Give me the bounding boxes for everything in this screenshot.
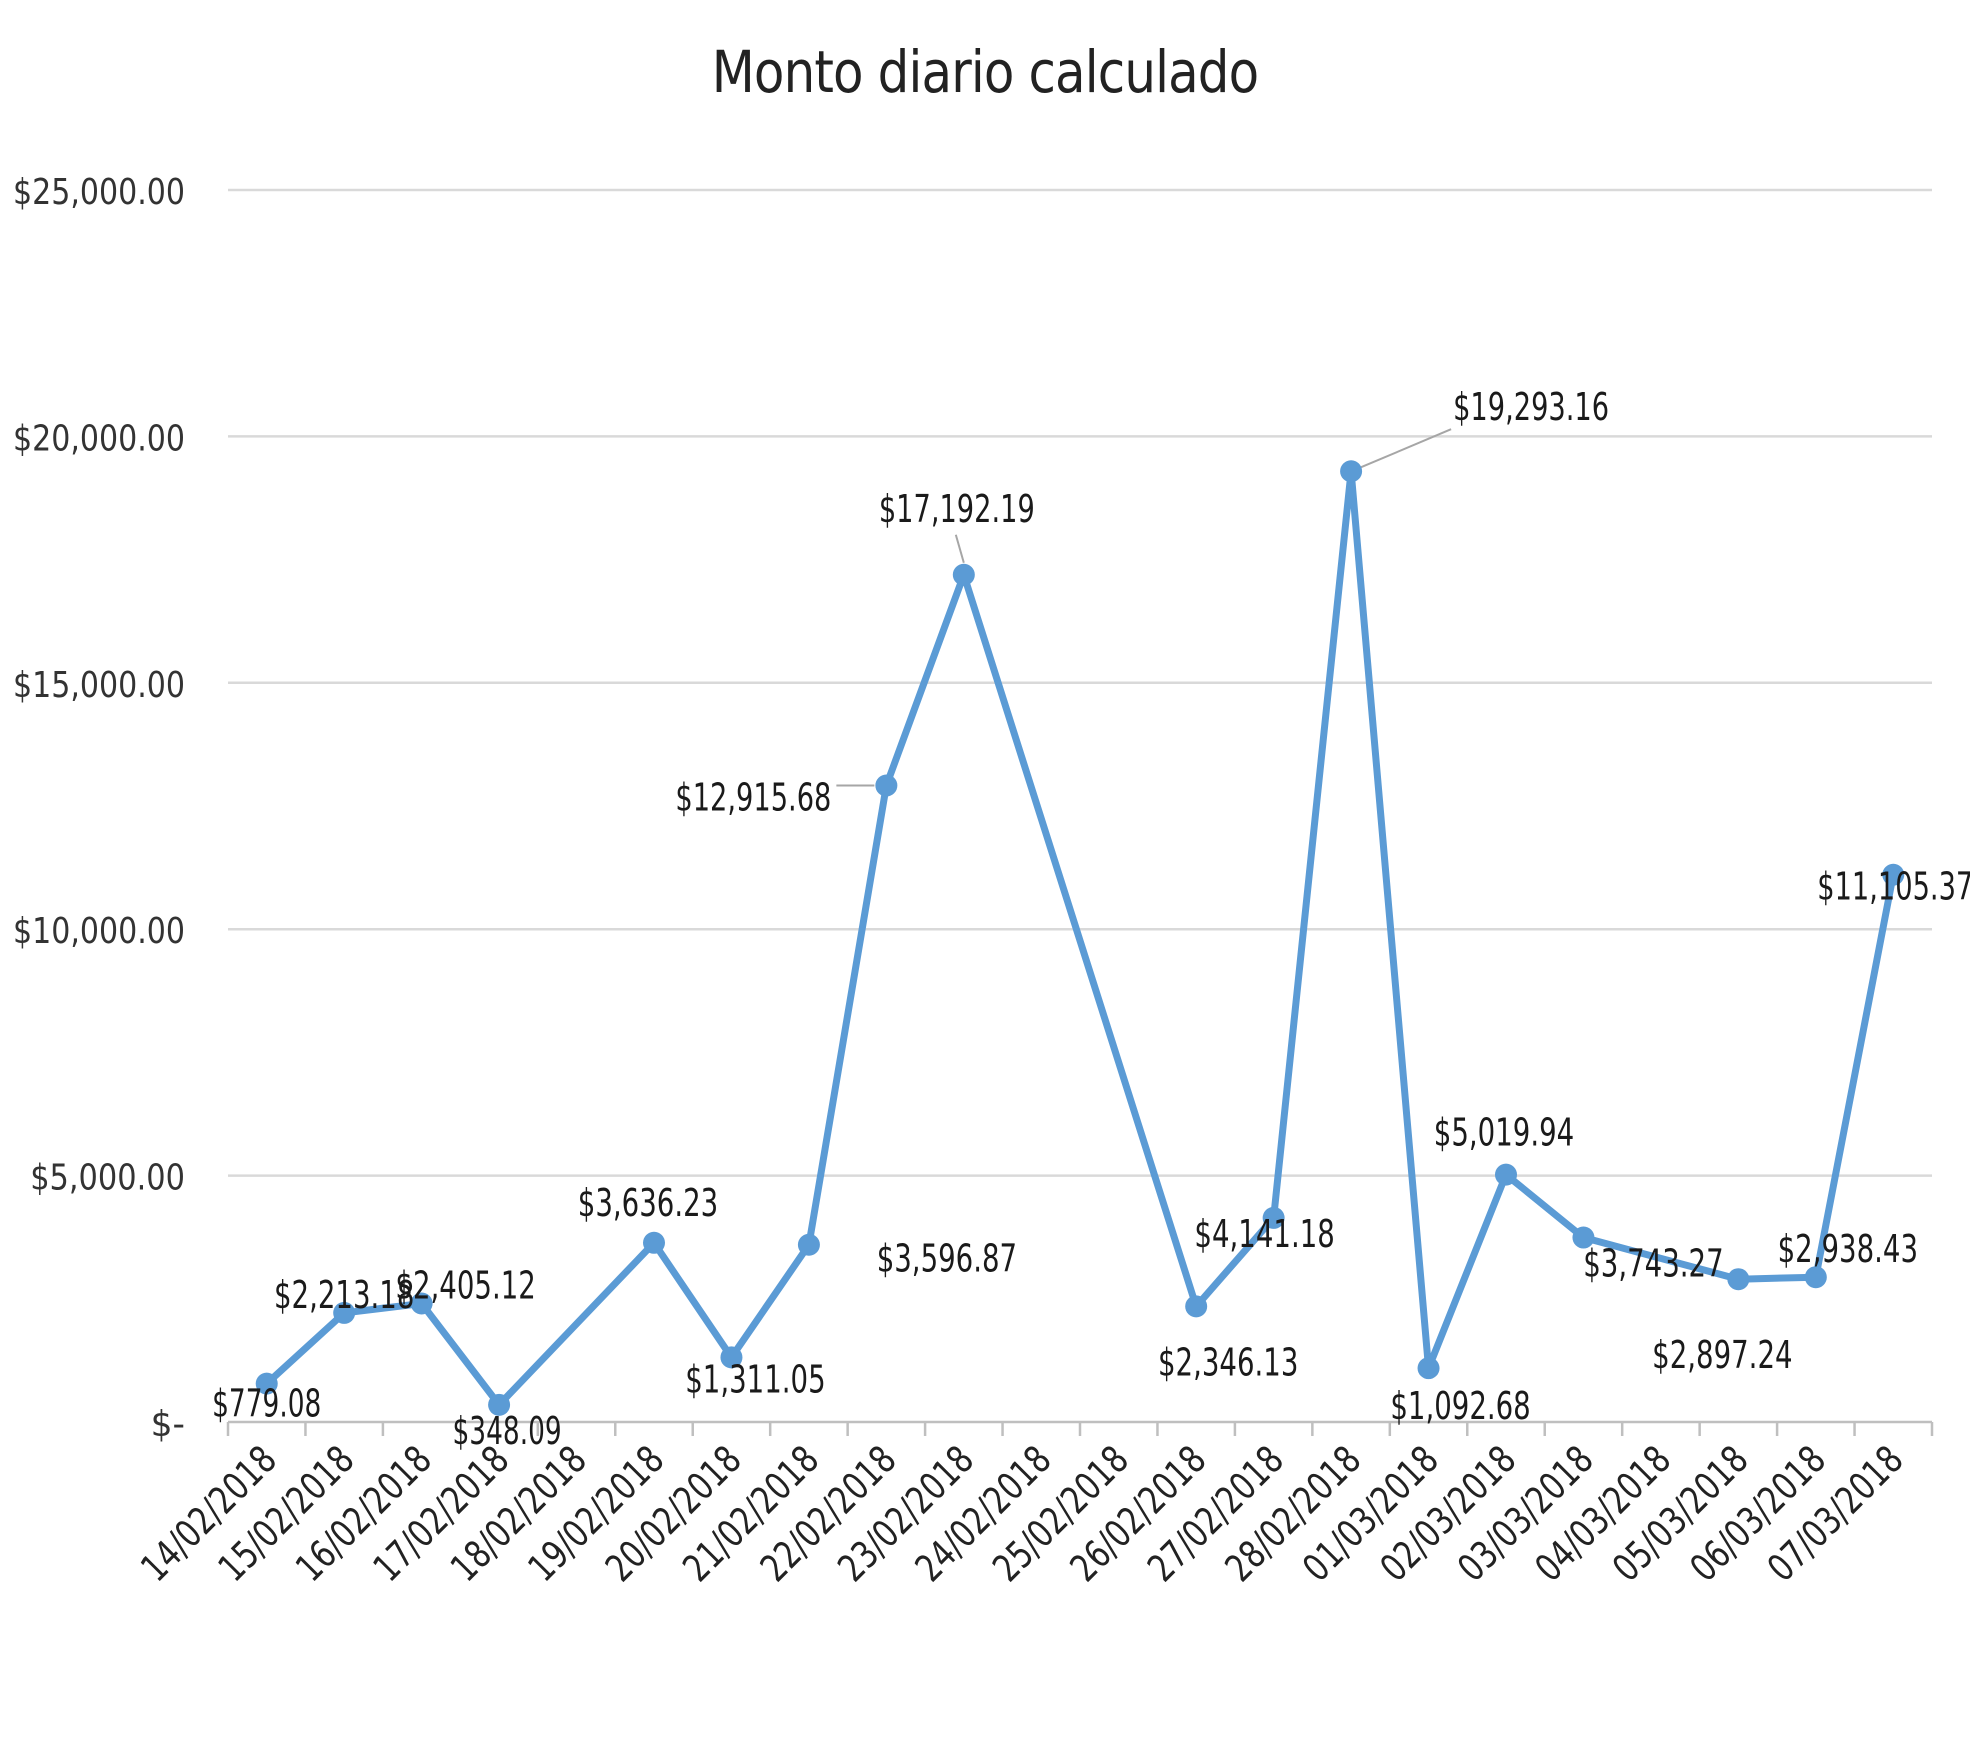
y-tick-label: $5,000.00: [30, 1158, 185, 1199]
data-point: [952, 563, 975, 586]
data-point: [1417, 1357, 1440, 1380]
data-label: $1,311.05: [685, 1357, 825, 1401]
data-label: $3,636.23: [578, 1181, 718, 1225]
data-point: [1185, 1295, 1208, 1318]
y-tick-label: $10,000.00: [13, 911, 185, 952]
data-point: [1572, 1226, 1595, 1249]
data-label: $5,019.94: [1434, 1111, 1574, 1155]
y-tick-label: $25,000.00: [13, 172, 185, 213]
data-label: $4,141.18: [1194, 1212, 1334, 1256]
data-point: [1340, 460, 1363, 483]
data-point: [255, 1372, 278, 1395]
data-point: [720, 1346, 743, 1369]
chart-title: Monto diario calculado: [711, 38, 1259, 106]
data-label: $779.08: [212, 1382, 321, 1426]
data-label: $11,105.37: [1817, 865, 1970, 909]
data-label: $19,293.16: [1453, 385, 1609, 429]
series-line: [263, 467, 1897, 1409]
data-point: [1262, 1206, 1285, 1229]
data-label: $1,092.68: [1390, 1384, 1530, 1428]
data-label: $3,743.27: [1583, 1242, 1723, 1286]
data-point: [488, 1393, 511, 1416]
data-point: [333, 1301, 356, 1324]
data-point: [1727, 1268, 1750, 1291]
data-point: [875, 774, 898, 797]
data-label: $348.09: [452, 1409, 561, 1453]
data-label: $2,213.18: [274, 1273, 414, 1317]
label-leader-line: [954, 534, 965, 564]
data-point: [797, 1233, 820, 1256]
data-label: $3,596.87: [877, 1237, 1017, 1281]
data-point: [1882, 863, 1905, 886]
data-point: [643, 1231, 665, 1254]
data-label: $2,346.13: [1158, 1340, 1298, 1384]
data-label: $12,915.68: [675, 776, 831, 820]
data-point: [1804, 1266, 1827, 1289]
data-point: [1495, 1163, 1517, 1186]
y-tick-label: $15,000.00: [13, 665, 185, 706]
data-label: $17,192.19: [879, 487, 1035, 531]
label-leader-line: [1360, 428, 1452, 469]
y-tick-label: $20,000.00: [13, 418, 185, 459]
y-tick-label: $-: [151, 1404, 185, 1445]
data-point: [410, 1292, 433, 1315]
data-label: $2,938.43: [1778, 1227, 1918, 1271]
data-label: $2,897.24: [1652, 1333, 1792, 1377]
data-label: $2,405.12: [395, 1263, 535, 1307]
